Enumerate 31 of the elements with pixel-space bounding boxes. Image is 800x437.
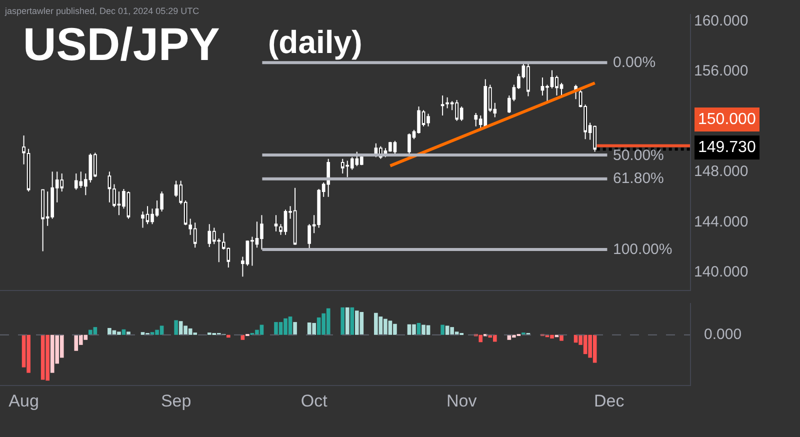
annotation: 100.00% — [613, 241, 672, 258]
y-tick-label: 156.000 — [694, 62, 748, 80]
bar — [122, 329, 126, 335]
x-tick-label: Sep — [160, 391, 192, 410]
x-tick-label: Dec — [594, 391, 625, 410]
y-tick-label: 160.000 — [694, 12, 748, 30]
bar — [440, 324, 444, 335]
chart-subtitle: (daily) — [268, 24, 362, 60]
y-tick-label: 140.000 — [694, 263, 748, 280]
annotation: 50.00% — [613, 147, 664, 164]
candlestick — [440, 95, 444, 116]
bar — [340, 307, 345, 335]
x-tick-label: Nov — [446, 391, 478, 410]
bar — [226, 334, 230, 338]
bar — [293, 322, 297, 335]
bar — [174, 320, 178, 335]
candlestick — [274, 214, 278, 232]
chart-title: USD/JPY — [23, 18, 220, 70]
ref-line-label: 150.000 — [698, 111, 756, 128]
annotation: 0.00% — [613, 54, 656, 71]
annotation: jaspertawler published, Dec 01, 2024 05:29 UTC — [4, 6, 200, 16]
x-tick-label: Aug — [8, 391, 39, 410]
bar — [560, 334, 564, 341]
ref-line-label: 149.730 — [698, 139, 756, 156]
ref-line-label: 0.000 — [704, 326, 742, 343]
y-tick-label: 144.000 — [694, 213, 748, 230]
annotation: 61.80% — [613, 170, 664, 187]
bar — [345, 307, 350, 335]
bar — [350, 307, 354, 335]
y-tick-label: 148.000 — [694, 163, 748, 180]
x-tick-label: Oct — [300, 391, 328, 410]
